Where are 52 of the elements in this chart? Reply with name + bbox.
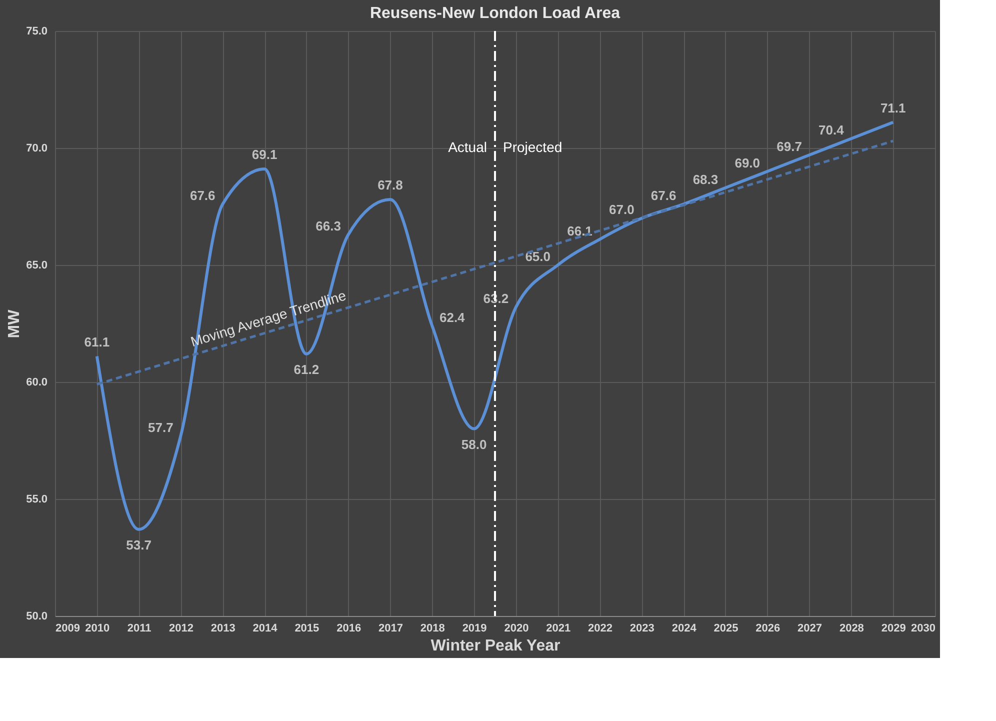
- data-label: 67.8: [378, 177, 403, 192]
- data-label: 67.6: [190, 188, 216, 204]
- data-label: 67.6: [650, 188, 676, 204]
- x-tick-label: 2015: [294, 622, 320, 634]
- data-label: 61.1: [84, 334, 110, 350]
- chart-title: Reusens-New London Load Area: [370, 5, 620, 22]
- x-tick-label: 2016: [336, 622, 362, 634]
- x-tick-label: 2022: [588, 622, 613, 634]
- y-tick-label: 75.0: [26, 26, 48, 38]
- x-tick-label: 2025: [714, 622, 738, 634]
- x-tick-label: 2014: [252, 622, 278, 634]
- data-label: 65.0: [525, 249, 551, 264]
- data-label: 61.2: [294, 362, 320, 377]
- x-tick-label: 2018: [420, 622, 445, 634]
- text: Moving Average Trendline: [188, 287, 348, 350]
- data-label: 70.4: [818, 122, 845, 138]
- x-tick-label: 2028: [839, 622, 864, 634]
- x-tick-label: 2026: [756, 622, 780, 634]
- x-tick-label: 2013: [210, 622, 236, 634]
- x-tick-label: 2019: [462, 622, 487, 634]
- x-tick-label: 2024: [672, 622, 698, 634]
- data-label: 69.7: [776, 139, 802, 154]
- annotation: Actual: [448, 139, 487, 155]
- y-tick-label: 55.0: [26, 494, 48, 506]
- x-tick-label: 2012: [168, 622, 194, 634]
- data-label: 66.3: [316, 218, 341, 234]
- x-tick-label: 2023: [630, 622, 654, 634]
- x-tick-label: 2030: [911, 622, 936, 634]
- x-tick-label: 2029: [881, 622, 906, 634]
- data-label: 69.1: [252, 147, 278, 162]
- data-label: 58.0: [461, 436, 487, 452]
- data-label: 67.0: [609, 202, 634, 218]
- x-tick-label: 2027: [798, 622, 822, 634]
- data-label: 71.1: [880, 100, 906, 116]
- x-tick-label: 2011: [127, 622, 152, 634]
- x-tick-label: 2020: [504, 622, 529, 634]
- y-tick-label: 60.0: [26, 376, 48, 388]
- y-tick-label: 50.0: [26, 610, 48, 622]
- data-label: 57.7: [148, 420, 174, 435]
- data-label: 53.7: [126, 537, 152, 552]
- data-label: 69.0: [734, 155, 760, 170]
- x-tick-label: 2009: [56, 622, 80, 634]
- annotation: Projected: [503, 139, 562, 155]
- y-tick-label: 70.0: [26, 142, 48, 154]
- x-tick-label: 2021: [546, 622, 571, 634]
- x-tick-label: 2010: [85, 622, 110, 634]
- x-axis-title: Winter Peak Year: [430, 638, 560, 654]
- y-axis-title: MW: [6, 308, 24, 338]
- data-label: 68.3: [692, 172, 718, 187]
- data-label: 62.4: [439, 310, 466, 325]
- y-tick-label: 65.0: [26, 260, 48, 272]
- x-tick-label: 2017: [378, 622, 403, 634]
